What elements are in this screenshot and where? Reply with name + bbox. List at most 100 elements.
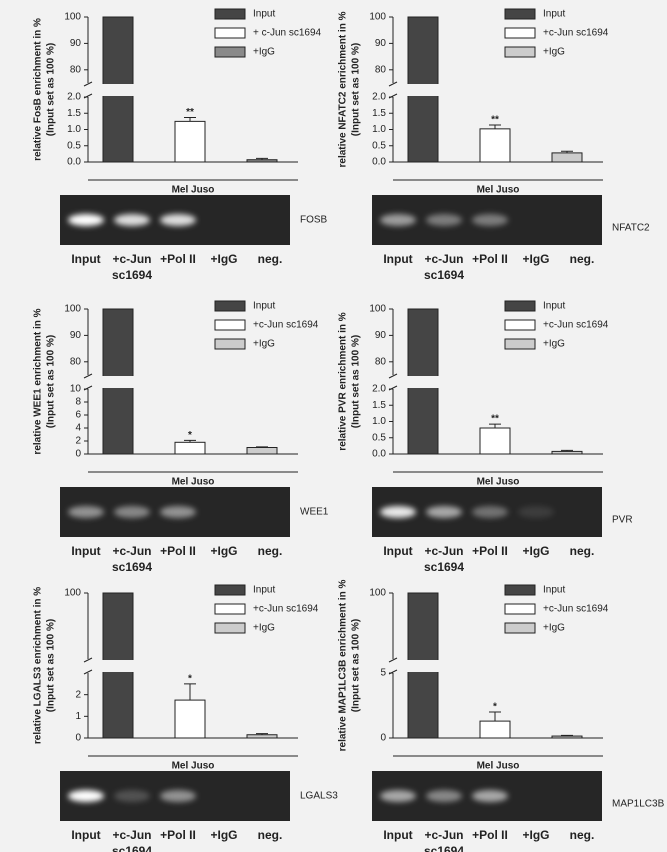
y-tick-label: 2.0 bbox=[67, 92, 81, 103]
legend-swatch bbox=[214, 46, 246, 58]
gel-band bbox=[160, 214, 196, 226]
y-tick-label: 80 bbox=[375, 64, 387, 75]
y-axis-label: relative FosB enrichment in % bbox=[33, 18, 44, 161]
legend-label: Input bbox=[543, 301, 565, 312]
legend-swatch bbox=[214, 319, 246, 331]
gel-label: FOSB bbox=[300, 215, 328, 226]
error-bar bbox=[561, 150, 573, 153]
axis-break bbox=[388, 81, 398, 87]
lane-label: Input bbox=[383, 252, 412, 266]
bar bbox=[551, 152, 583, 163]
y-tick-label: 90 bbox=[70, 38, 82, 49]
y-tick-label: 80 bbox=[70, 356, 82, 367]
bar bbox=[174, 441, 206, 455]
legend-label: Input bbox=[253, 301, 275, 312]
y-tick-label: 0.5 bbox=[372, 432, 386, 443]
x-axis-label: Mel Juso bbox=[477, 185, 520, 196]
error-bar bbox=[256, 446, 268, 448]
gel-band bbox=[380, 790, 416, 802]
lane-label: +Pol II bbox=[472, 252, 508, 266]
y-tick-label: 1.5 bbox=[372, 400, 386, 411]
bar-break-gap bbox=[407, 660, 439, 672]
y-tick-label: 5 bbox=[380, 668, 386, 679]
error-bar bbox=[561, 734, 573, 737]
y-tick-label: 100 bbox=[64, 304, 81, 315]
legend-swatch bbox=[504, 300, 536, 312]
legend-label: Input bbox=[253, 9, 275, 20]
y-tick-label: 6 bbox=[75, 410, 81, 421]
axis-break bbox=[388, 657, 398, 663]
lane-label: +c-Jun bbox=[424, 252, 463, 266]
error-bar bbox=[184, 116, 196, 122]
lane-label: +c-Jun bbox=[112, 828, 151, 842]
lane-label: sc1694 bbox=[112, 268, 152, 282]
axis-break bbox=[388, 373, 398, 379]
bar bbox=[479, 128, 511, 163]
lane-label: Input bbox=[383, 828, 412, 842]
gel-label: LGALS3 bbox=[300, 791, 338, 802]
lane-label: neg. bbox=[570, 828, 595, 842]
legend-label: +IgG bbox=[253, 623, 275, 634]
gel-band bbox=[472, 790, 508, 802]
lane-label: Input bbox=[71, 828, 100, 842]
legend-swatch bbox=[214, 27, 246, 39]
lane-label: neg. bbox=[258, 828, 283, 842]
axis-break bbox=[83, 81, 93, 87]
gel-band bbox=[160, 790, 196, 802]
y-axis-label: relative PVR enrichment in % bbox=[338, 312, 349, 450]
gel-band bbox=[518, 506, 554, 518]
y-tick-label: 0.5 bbox=[67, 140, 81, 151]
legend-label: +IgG bbox=[253, 47, 275, 58]
legend-swatch bbox=[504, 603, 536, 615]
y-tick-label: 100 bbox=[369, 588, 386, 599]
legend-label: Input bbox=[543, 585, 565, 596]
lane-label: Input bbox=[71, 544, 100, 558]
legend-label: Input bbox=[253, 585, 275, 596]
legend-label: +c-Jun sc1694 bbox=[543, 604, 609, 615]
gel-band bbox=[426, 214, 462, 226]
y-tick-label: 10 bbox=[70, 384, 82, 395]
lane-label: +Pol II bbox=[160, 544, 196, 558]
legend-label: +IgG bbox=[543, 47, 565, 58]
y-tick-label: 0 bbox=[380, 733, 386, 744]
lane-label: neg. bbox=[570, 544, 595, 558]
gel-band bbox=[426, 790, 462, 802]
lane-label: +IgG bbox=[522, 252, 549, 266]
y-tick-label: 8 bbox=[75, 397, 81, 408]
gel-label: MAP1LC3B bbox=[612, 799, 665, 810]
bar bbox=[479, 427, 511, 455]
error-bar bbox=[489, 124, 501, 129]
lane-label: sc1694 bbox=[424, 268, 464, 282]
lane-label: sc1694 bbox=[424, 560, 464, 574]
lane-label: +IgG bbox=[210, 544, 237, 558]
legend-swatch bbox=[214, 8, 246, 20]
lane-label: neg. bbox=[258, 252, 283, 266]
y-axis-label: relative WEE1 enrichment in % bbox=[33, 308, 44, 454]
legend-label: +IgG bbox=[543, 623, 565, 634]
gel-band bbox=[380, 214, 416, 226]
legend-swatch bbox=[214, 622, 246, 634]
y-tick-label: 2.0 bbox=[372, 92, 386, 103]
legend-swatch bbox=[504, 8, 536, 20]
axis-break bbox=[83, 373, 93, 379]
significance-label: * bbox=[493, 702, 497, 713]
legend-label: +c-Jun sc1694 bbox=[253, 604, 319, 615]
y-tick-label: 100 bbox=[64, 12, 81, 23]
bar bbox=[551, 450, 583, 455]
lane-label: sc1694 bbox=[112, 844, 152, 852]
y-tick-label: 90 bbox=[70, 330, 82, 341]
bar-break-gap bbox=[102, 660, 134, 672]
y-tick-label: 80 bbox=[70, 64, 82, 75]
bar bbox=[479, 720, 511, 739]
y-tick-label: 0.0 bbox=[372, 157, 386, 168]
y-axis-label: (Input set as 100 %) bbox=[46, 43, 57, 136]
y-tick-label: 0 bbox=[75, 733, 81, 744]
gel-band bbox=[68, 214, 104, 226]
x-axis-label: Mel Juso bbox=[477, 477, 520, 488]
y-tick-label: 100 bbox=[64, 588, 81, 599]
y-axis-label: (Input set as 100 %) bbox=[46, 335, 57, 428]
axis-break bbox=[83, 669, 93, 675]
legend-label: +c-Jun sc1694 bbox=[543, 320, 609, 331]
